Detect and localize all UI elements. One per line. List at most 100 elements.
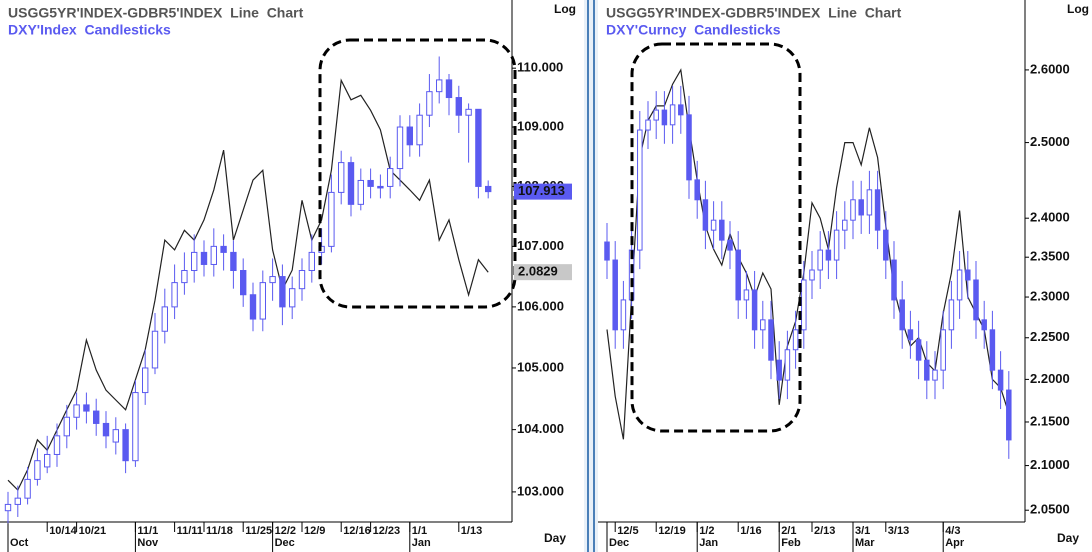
y-tick-label: 2.2000	[1030, 371, 1070, 386]
x-tick-label: 3/13	[888, 525, 909, 537]
candle-body	[171, 282, 178, 308]
y-tick-label: 2.1500	[1030, 413, 1070, 428]
label-layer: 103.000104.000105.000106.000107.000108.0…	[8, 2, 1089, 549]
x-tick-label: 12/9	[304, 525, 325, 537]
month-label: Jan	[412, 537, 431, 549]
candle-body	[924, 359, 930, 381]
candle-body	[645, 119, 651, 131]
y-tick-label: 2.3000	[1030, 288, 1070, 303]
x-tick-label: 11/25	[245, 525, 272, 537]
candle-body	[874, 189, 881, 231]
x-tick-label: 1/1	[412, 525, 427, 537]
candle-body	[151, 330, 159, 369]
candle-body	[220, 245, 227, 253]
month-label: Nov	[137, 537, 159, 549]
candle-body	[14, 497, 21, 505]
candle-body	[112, 429, 119, 443]
highlight-box	[630, 42, 802, 433]
candle-body	[279, 276, 286, 308]
candle-body	[93, 410, 100, 424]
last-value-label: 2.0829	[518, 264, 558, 279]
y-tick-label: 2.5000	[1030, 134, 1070, 149]
y-tick-label: 105.000	[517, 359, 564, 374]
legend-entry: DXY'Curncy Candlesticks	[606, 22, 781, 38]
month-label: Mar	[855, 537, 875, 549]
candle-body	[200, 251, 208, 265]
candle-body	[965, 269, 971, 281]
candle-body	[973, 279, 979, 321]
legend-entry: USGG5YR'INDEX-GDBR5'INDEX Line Chart	[8, 5, 304, 21]
candle-body	[792, 329, 799, 351]
x-tick-label: 2/13	[814, 525, 835, 537]
y-tick-label: 107.000	[517, 238, 564, 253]
candle-body	[230, 251, 237, 272]
x-tick-label: 11/1	[137, 525, 158, 537]
candle-body	[436, 79, 443, 93]
candle-body	[809, 269, 815, 281]
candle-body	[328, 191, 335, 247]
candle-body	[883, 229, 889, 261]
candle-body	[357, 179, 364, 205]
candle-body	[702, 199, 709, 231]
x-tick-label: 11/11	[177, 525, 203, 537]
candle-body	[181, 270, 188, 284]
y-tick-label: 2.0500	[1030, 502, 1070, 517]
candle-body	[308, 251, 315, 272]
x-axis-label: Day	[1057, 531, 1079, 545]
month-label: Dec	[609, 537, 629, 549]
candle-body	[102, 422, 110, 437]
y-tick-label: 2.3500	[1030, 249, 1070, 264]
candle-body	[387, 168, 394, 187]
candle-body	[825, 249, 832, 261]
x-tick-label: 1/16	[740, 525, 761, 537]
candle-body	[719, 219, 725, 241]
y-tick-label: 110.000	[517, 60, 563, 75]
y-tick-label: 104.000	[517, 421, 564, 436]
month-label: Apr	[945, 537, 965, 549]
candle-body	[858, 199, 864, 216]
highlight-box	[318, 38, 517, 309]
candle-body	[694, 179, 700, 201]
candle-body	[997, 369, 1004, 391]
candle-body	[191, 251, 198, 272]
candle-body	[940, 329, 946, 371]
candle-body	[727, 239, 733, 251]
candle-body	[367, 179, 374, 187]
x-tick-label: 12/2	[275, 525, 296, 537]
candle-body	[455, 97, 462, 116]
x-tick-label: 12/5	[617, 525, 638, 537]
candle-body	[850, 199, 856, 221]
x-tick-label: 3/1	[855, 525, 870, 537]
y-tick-label: 106.000	[517, 298, 564, 313]
candle-body	[298, 270, 306, 290]
candle-body	[653, 109, 659, 121]
candle-body	[801, 279, 807, 331]
candle-body	[710, 219, 717, 231]
x-tick-label: 2/1	[781, 525, 796, 537]
x-tick-label: 1/13	[461, 525, 482, 537]
month-label: Jan	[699, 537, 718, 549]
y-tick-label: 2.2500	[1030, 329, 1070, 344]
candle-body	[891, 259, 897, 301]
candle-body	[1006, 389, 1012, 441]
candle-body	[833, 229, 840, 261]
candle-body	[426, 91, 433, 116]
candle-body	[989, 329, 996, 371]
candle-body	[445, 79, 453, 99]
y-tick-label: 2.1000	[1030, 457, 1070, 472]
x-tick-label: 10/21	[79, 525, 107, 537]
x-tick-label: 11/18	[206, 525, 233, 537]
candle-body	[776, 359, 782, 381]
candle-body	[142, 367, 149, 394]
candle-body	[678, 104, 684, 116]
candle-body	[4, 503, 12, 512]
candle-body	[612, 259, 618, 331]
panel-separator	[584, 0, 598, 552]
candle-body	[259, 282, 266, 320]
candle-body	[760, 319, 766, 331]
candle-body	[899, 299, 905, 331]
candle-body	[743, 289, 750, 301]
candle-body	[866, 189, 873, 216]
candle-body	[907, 329, 914, 341]
